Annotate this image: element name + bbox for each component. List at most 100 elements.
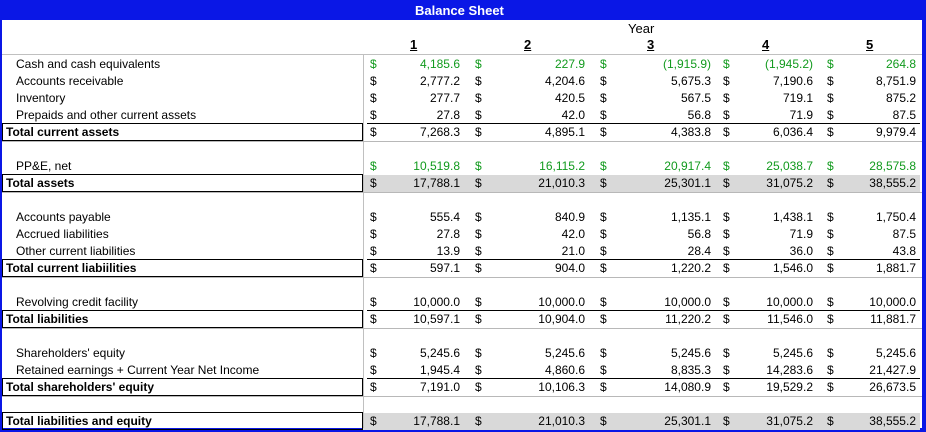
value-cell[interactable]: 56.8 [687,108,711,122]
value-cell[interactable]: 904.0 [554,261,585,275]
value-cell[interactable]: 31,075.2 [766,414,813,428]
value-cell[interactable]: 4,860.6 [544,363,585,377]
value-cell[interactable]: 277.7 [429,91,460,105]
value-cell[interactable]: 10,000.0 [538,295,585,309]
total-row-top-border [2,412,363,413]
value-cell[interactable]: 21,010.3 [538,176,585,190]
value-cell[interactable]: 10,000.0 [766,295,813,309]
value-cell[interactable]: 5,245.6 [544,346,585,360]
value-cell[interactable]: 567.5 [680,91,711,105]
value-cell[interactable]: 4,204.6 [544,74,585,88]
value-cell[interactable]: 16,115.2 [539,159,585,173]
value-cell[interactable]: 597.1 [429,261,460,275]
value-cell[interactable]: 25,038.7 [766,159,813,173]
currency-symbol: $ [370,159,377,173]
value-cell[interactable]: 71.9 [789,227,813,241]
value-cell[interactable]: 10,597.1 [413,312,460,326]
value-cell[interactable]: 87.5 [892,108,916,122]
value-cell[interactable]: 6,036.4 [772,125,813,139]
value-cell[interactable]: 1,750.4 [875,210,916,224]
value-cell[interactable]: 1,881.7 [875,261,916,275]
value-cell[interactable]: 10,000.0 [664,295,711,309]
currency-symbol: $ [827,295,834,309]
table-row: Prepaids and other current assets $27.8 $4… [0,107,926,124]
value-cell[interactable]: 21,427.9 [869,363,916,377]
value-cell[interactable]: 5,675.3 [670,74,711,88]
value-cell[interactable]: 1,220.2 [670,261,711,275]
currency-symbol: $ [723,363,730,377]
value-cell[interactable]: 7,268.3 [419,125,460,139]
value-cell[interactable]: 71.9 [789,108,813,122]
value-cell[interactable]: 31,075.2 [766,176,813,190]
value-cell[interactable]: 4,383.8 [670,125,711,139]
value-cell[interactable]: 27.8 [436,227,460,241]
total-row-right-border [362,174,363,191]
value-cell[interactable]: 21.0 [561,244,585,258]
value-cell[interactable]: 17,788.1 [413,176,460,190]
value-cell[interactable]: 43.8 [892,244,916,258]
value-cell[interactable]: (1,915.9) [662,57,711,71]
value-cell[interactable]: 42.0 [561,108,585,122]
value-cell[interactable]: 2,777.2 [419,74,460,88]
value-cell[interactable]: 56.8 [687,227,711,241]
value-cell[interactable]: 7,191.0 [419,380,460,394]
value-cell[interactable]: 14,283.6 [766,363,813,377]
value-cell[interactable]: 1,438.1 [772,210,813,224]
value-cell[interactable]: 11,546.0 [767,312,813,326]
value-cell[interactable]: 25,301.1 [664,176,711,190]
value-cell[interactable]: 42.0 [561,227,585,241]
value-cell[interactable]: 21,010.3 [538,414,585,428]
value-cell[interactable]: 420.5 [554,91,585,105]
value-cell[interactable]: 28.4 [687,244,711,258]
value-cell[interactable]: 875.2 [885,91,916,105]
value-cell[interactable]: 38,555.2 [869,414,916,428]
value-cell[interactable]: 27.8 [436,108,460,122]
value-cell[interactable]: 8,835.3 [670,363,711,377]
currency-symbol: $ [827,176,834,190]
value-cell[interactable]: 10,904.0 [538,312,585,326]
value-cell[interactable]: 10,000.0 [413,295,460,309]
value-cell[interactable]: 1,945.4 [419,363,460,377]
currency-symbol: $ [723,244,730,258]
value-cell[interactable]: 5,245.6 [670,346,711,360]
value-cell[interactable]: 10,000.0 [869,295,916,309]
value-cell[interactable]: 264.8 [885,57,916,71]
value-cell[interactable]: 87.5 [892,227,916,241]
value-cell[interactable]: 840.9 [554,210,585,224]
total-highlight-band [363,413,920,430]
value-cell[interactable]: 10,106.3 [538,380,585,394]
value-cell[interactable]: 4,895.1 [544,125,585,139]
value-cell[interactable]: 11,220.2 [665,312,711,326]
value-cell[interactable]: 13.9 [436,244,460,258]
value-cell[interactable]: 11,881.7 [870,312,916,326]
value-cell[interactable]: 26,673.5 [869,380,916,394]
value-cell[interactable]: 28,575.8 [869,159,916,173]
total-row: Total shareholders' equity $7,191.0 $10,10… [0,379,926,396]
value-cell[interactable]: 20,917.4 [664,159,711,173]
value-cell[interactable]: 5,245.6 [875,346,916,360]
value-cell[interactable]: 4,185.6 [419,57,460,71]
value-cell[interactable]: 25,301.1 [664,414,711,428]
value-cell[interactable]: 10,519.8 [413,159,460,173]
value-cell[interactable]: 38,555.2 [869,176,916,190]
value-cell[interactable]: 1,546.0 [772,261,813,275]
value-cell[interactable]: 1,135.1 [670,210,711,224]
value-cell[interactable]: 5,245.6 [772,346,813,360]
currency-symbol: $ [600,57,607,71]
currency-symbol: $ [723,176,730,190]
value-cell[interactable]: 719.1 [782,91,813,105]
value-cell[interactable]: 555.4 [429,210,460,224]
value-cell[interactable]: (1,945.2) [764,57,813,71]
value-cell[interactable]: 8,751.9 [875,74,916,88]
value-cell[interactable]: 17,788.1 [413,414,460,428]
value-cell[interactable]: 36.0 [789,244,813,258]
value-cell[interactable]: 19,529.2 [766,380,813,394]
value-cell[interactable]: 5,245.6 [419,346,460,360]
row-label: PP&E, net [16,159,72,173]
value-cell[interactable]: 227.9 [554,57,585,71]
value-cell[interactable]: 7,190.6 [772,74,813,88]
total-row-left-border [2,174,3,191]
value-cell[interactable]: 9,979.4 [875,125,916,139]
value-cell[interactable]: 14,080.9 [664,380,711,394]
currency-symbol: $ [827,57,834,71]
